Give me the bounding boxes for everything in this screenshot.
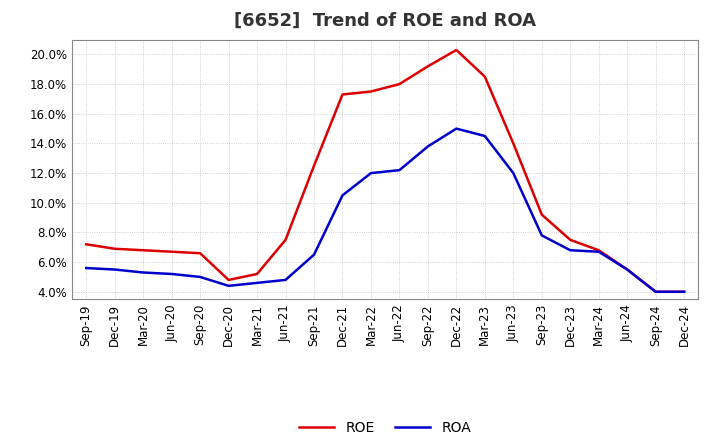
ROE xyxy=(338,92,347,97)
Line: ROA: ROA xyxy=(86,128,684,292)
ROA xyxy=(680,289,688,294)
ROA xyxy=(509,170,518,176)
ROA xyxy=(225,283,233,289)
ROA xyxy=(595,249,603,254)
ROA xyxy=(338,193,347,198)
ROE xyxy=(595,248,603,253)
ROE xyxy=(366,89,375,94)
ROE xyxy=(395,81,404,87)
ROA xyxy=(566,248,575,253)
ROE xyxy=(566,237,575,242)
ROA xyxy=(537,233,546,238)
ROA xyxy=(253,280,261,286)
ROA xyxy=(110,267,119,272)
ROE xyxy=(253,271,261,277)
ROA xyxy=(652,289,660,294)
ROA xyxy=(423,144,432,149)
ROE xyxy=(225,277,233,282)
ROE xyxy=(196,250,204,256)
ROA xyxy=(395,168,404,173)
ROE xyxy=(452,48,461,53)
ROA xyxy=(366,170,375,176)
ROE xyxy=(310,163,318,169)
ROA xyxy=(167,271,176,277)
ROE xyxy=(623,267,631,272)
ROE xyxy=(423,64,432,69)
ROA xyxy=(196,274,204,279)
ROE xyxy=(480,74,489,79)
ROA xyxy=(282,277,290,282)
ROA xyxy=(310,252,318,257)
ROE xyxy=(167,249,176,254)
Line: ROE: ROE xyxy=(86,50,684,292)
ROA xyxy=(452,126,461,131)
ROE xyxy=(110,246,119,251)
ROE xyxy=(282,237,290,242)
ROE xyxy=(537,212,546,217)
ROA xyxy=(139,270,148,275)
ROA xyxy=(480,133,489,139)
ROE xyxy=(139,248,148,253)
ROE xyxy=(680,289,688,294)
ROA xyxy=(623,267,631,272)
ROA xyxy=(82,265,91,271)
ROE xyxy=(509,141,518,146)
ROE xyxy=(82,242,91,247)
ROE xyxy=(652,289,660,294)
Title: [6652]  Trend of ROE and ROA: [6652] Trend of ROE and ROA xyxy=(234,12,536,30)
Legend: ROE, ROA: ROE, ROA xyxy=(294,415,477,440)
